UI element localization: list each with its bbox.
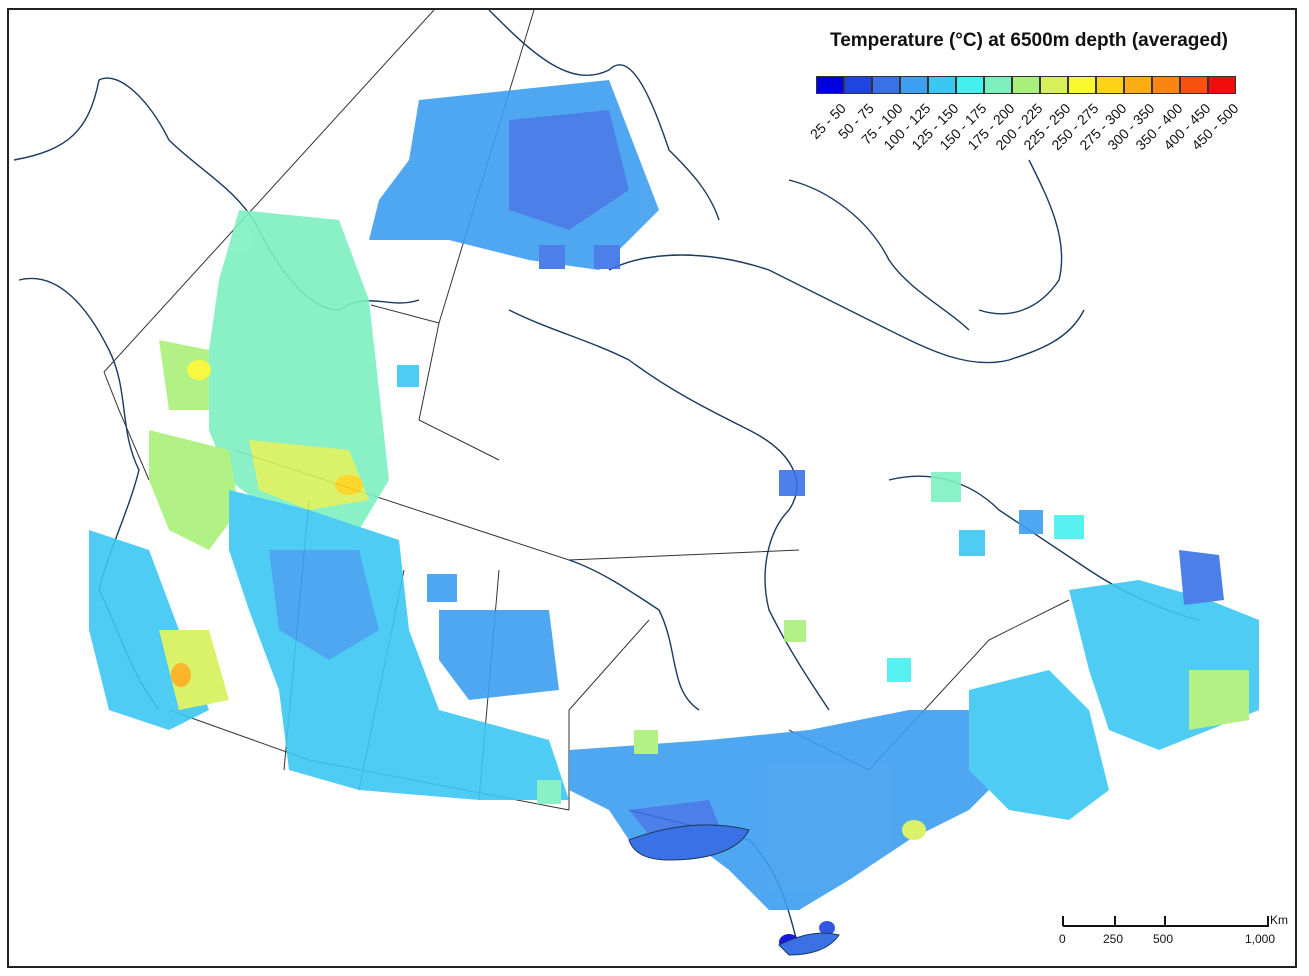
scale-bar-graphic [1062,916,1269,927]
legend-swatches [816,76,1236,96]
legend-swatch [1096,76,1124,94]
legend-swatch [1068,76,1096,94]
legend-swatch [984,76,1012,94]
scale-bar: Km 0 250 500 1,000 [1053,908,1288,958]
scale-unit: Km [1270,913,1288,927]
legend-swatch [1208,76,1236,94]
legend-swatch [1012,76,1040,94]
legend-swatch [1180,76,1208,94]
legend-swatch [956,76,984,94]
legend-swatch [1124,76,1152,94]
legend-swatch [928,76,956,94]
legend-swatch [1152,76,1180,94]
legend-labels: 25 - 50 50 - 75 75 - 100 100 - 125 125 - 150… [807,100,1290,180]
scale-tick-500: 500 [1153,932,1174,946]
temperature-legend: Temperature (°C) at 6500m depth (average… [807,22,1290,172]
legend-title: Temperature (°C) at 6500m depth (average… [830,30,1228,51]
legend-swatch [900,76,928,94]
scale-tick-1000: 1,000 [1245,932,1276,946]
scale-tick-0: 0 [1059,932,1066,946]
great-lakes [628,824,840,956]
temperature-map [13,10,1259,956]
map-frame [7,8,1297,968]
scale-tick-250: 250 [1103,932,1124,946]
temperature-zones [89,80,1259,950]
legend-swatch [872,76,900,94]
legend-swatch [816,76,844,94]
legend-swatch [844,76,872,94]
legend-swatch [1040,76,1068,94]
